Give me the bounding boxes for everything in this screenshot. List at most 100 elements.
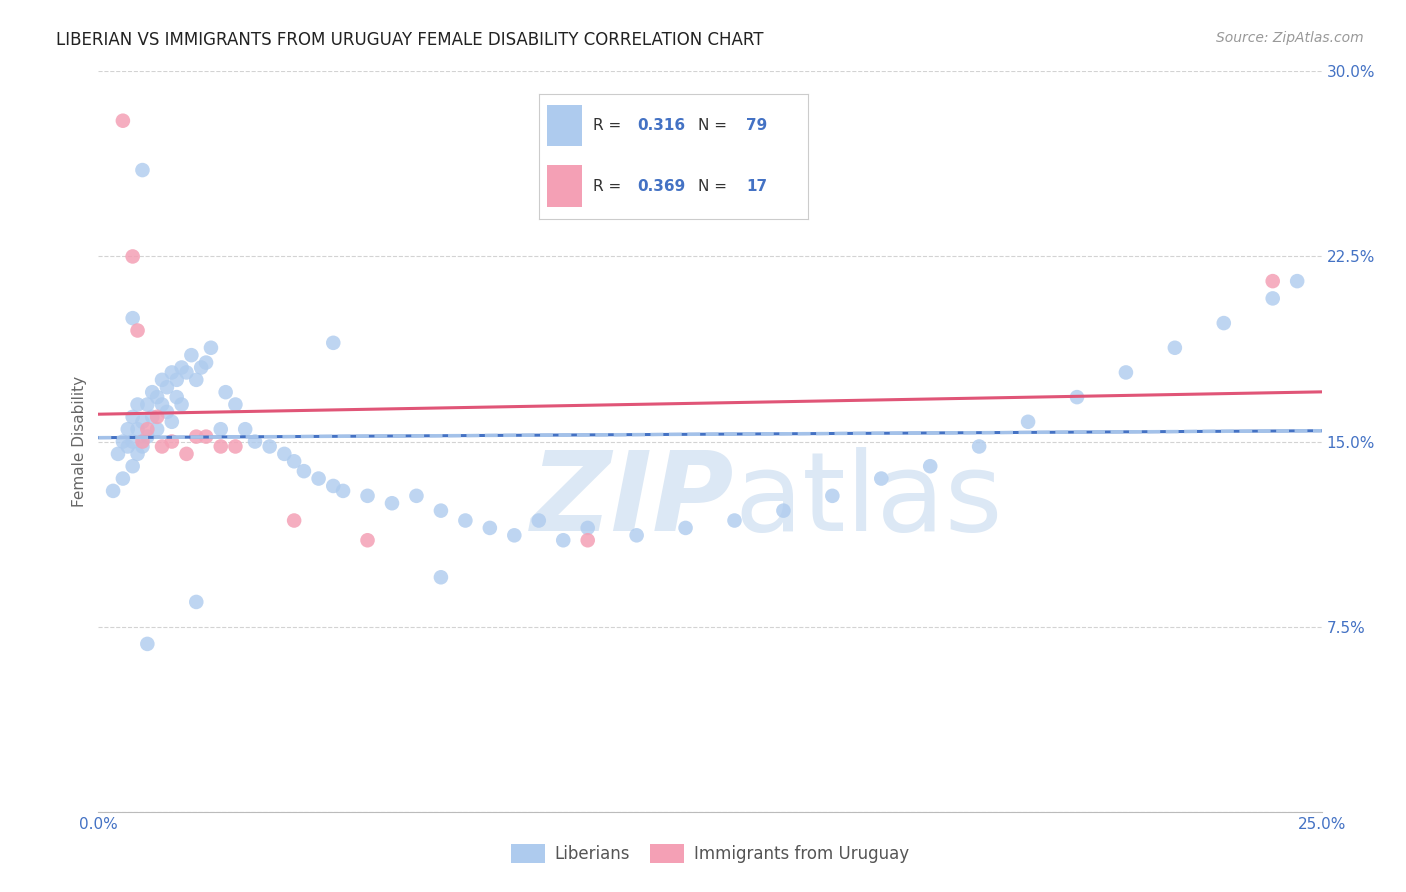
Point xyxy=(209,440,232,454)
Point xyxy=(322,335,344,350)
Point xyxy=(111,434,134,449)
Point xyxy=(121,459,143,474)
Point xyxy=(117,440,139,454)
Point xyxy=(141,385,163,400)
Point xyxy=(195,429,218,443)
Point xyxy=(111,113,134,128)
Point xyxy=(332,483,354,498)
Point xyxy=(136,397,159,411)
Point xyxy=(553,533,575,548)
Point xyxy=(356,489,378,503)
Point xyxy=(170,360,193,375)
Point xyxy=(576,533,599,548)
Point xyxy=(156,380,179,394)
Point xyxy=(920,459,942,474)
Point xyxy=(190,360,212,375)
Point xyxy=(131,415,153,429)
Point xyxy=(121,434,143,449)
Point xyxy=(527,514,550,528)
Point xyxy=(214,385,236,400)
Point xyxy=(176,447,198,461)
Point xyxy=(1164,341,1187,355)
Point xyxy=(967,440,990,454)
Point xyxy=(200,341,222,355)
Point xyxy=(136,422,159,436)
Point xyxy=(772,503,794,517)
Point xyxy=(150,397,173,411)
Point xyxy=(308,471,330,485)
Text: Source: ZipAtlas.com: Source: ZipAtlas.com xyxy=(1216,31,1364,45)
Legend: Liberians, Immigrants from Uruguay: Liberians, Immigrants from Uruguay xyxy=(505,838,915,870)
Point xyxy=(111,471,134,485)
Point xyxy=(146,422,169,436)
Point xyxy=(870,471,893,485)
Point xyxy=(1286,274,1309,288)
Point xyxy=(454,514,477,528)
Point xyxy=(117,422,139,436)
Point xyxy=(723,514,745,528)
Point xyxy=(283,514,305,528)
Point xyxy=(180,348,202,362)
Point xyxy=(224,397,246,411)
Point xyxy=(166,390,188,404)
Point xyxy=(1066,390,1088,404)
Text: ZIP: ZIP xyxy=(531,447,734,554)
Point xyxy=(322,479,344,493)
Point xyxy=(160,366,183,380)
Point xyxy=(356,533,378,548)
Point xyxy=(381,496,404,510)
Point xyxy=(430,503,453,517)
Point xyxy=(127,324,149,338)
Point xyxy=(430,570,453,584)
Point xyxy=(186,429,208,443)
Point xyxy=(176,366,198,380)
Point xyxy=(146,409,169,424)
Point xyxy=(233,422,256,436)
Point xyxy=(283,454,305,468)
Point xyxy=(821,489,844,503)
Text: LIBERIAN VS IMMIGRANTS FROM URUGUAY FEMALE DISABILITY CORRELATION CHART: LIBERIAN VS IMMIGRANTS FROM URUGUAY FEMA… xyxy=(56,31,763,49)
Point xyxy=(121,409,143,424)
Point xyxy=(1115,366,1137,380)
Point xyxy=(160,434,183,449)
Point xyxy=(478,521,501,535)
Point xyxy=(136,637,159,651)
Point xyxy=(170,397,193,411)
Point xyxy=(160,415,183,429)
Point xyxy=(273,447,295,461)
Point xyxy=(127,447,149,461)
Point xyxy=(150,440,173,454)
Point xyxy=(243,434,266,449)
Point xyxy=(150,373,173,387)
Point xyxy=(121,311,143,326)
Point xyxy=(127,422,149,436)
Point xyxy=(209,422,232,436)
Point xyxy=(259,440,281,454)
Point xyxy=(156,405,179,419)
Point xyxy=(131,163,153,178)
Point xyxy=(1261,274,1284,288)
Point xyxy=(121,249,143,264)
Point xyxy=(136,429,159,443)
Point xyxy=(166,373,188,387)
Point xyxy=(576,521,599,535)
Point xyxy=(405,489,427,503)
Point xyxy=(146,390,169,404)
Point xyxy=(503,528,526,542)
Point xyxy=(127,397,149,411)
Point xyxy=(292,464,315,478)
Point xyxy=(141,409,163,424)
Point xyxy=(186,595,208,609)
Point xyxy=(101,483,124,498)
Point xyxy=(1017,415,1039,429)
Point xyxy=(131,440,153,454)
Point xyxy=(186,373,208,387)
Point xyxy=(195,355,218,369)
Point xyxy=(626,528,648,542)
Text: atlas: atlas xyxy=(734,447,1002,554)
Y-axis label: Female Disability: Female Disability xyxy=(72,376,87,508)
Point xyxy=(107,447,129,461)
Point xyxy=(224,440,246,454)
Point xyxy=(1212,316,1234,330)
Point xyxy=(1261,292,1284,306)
